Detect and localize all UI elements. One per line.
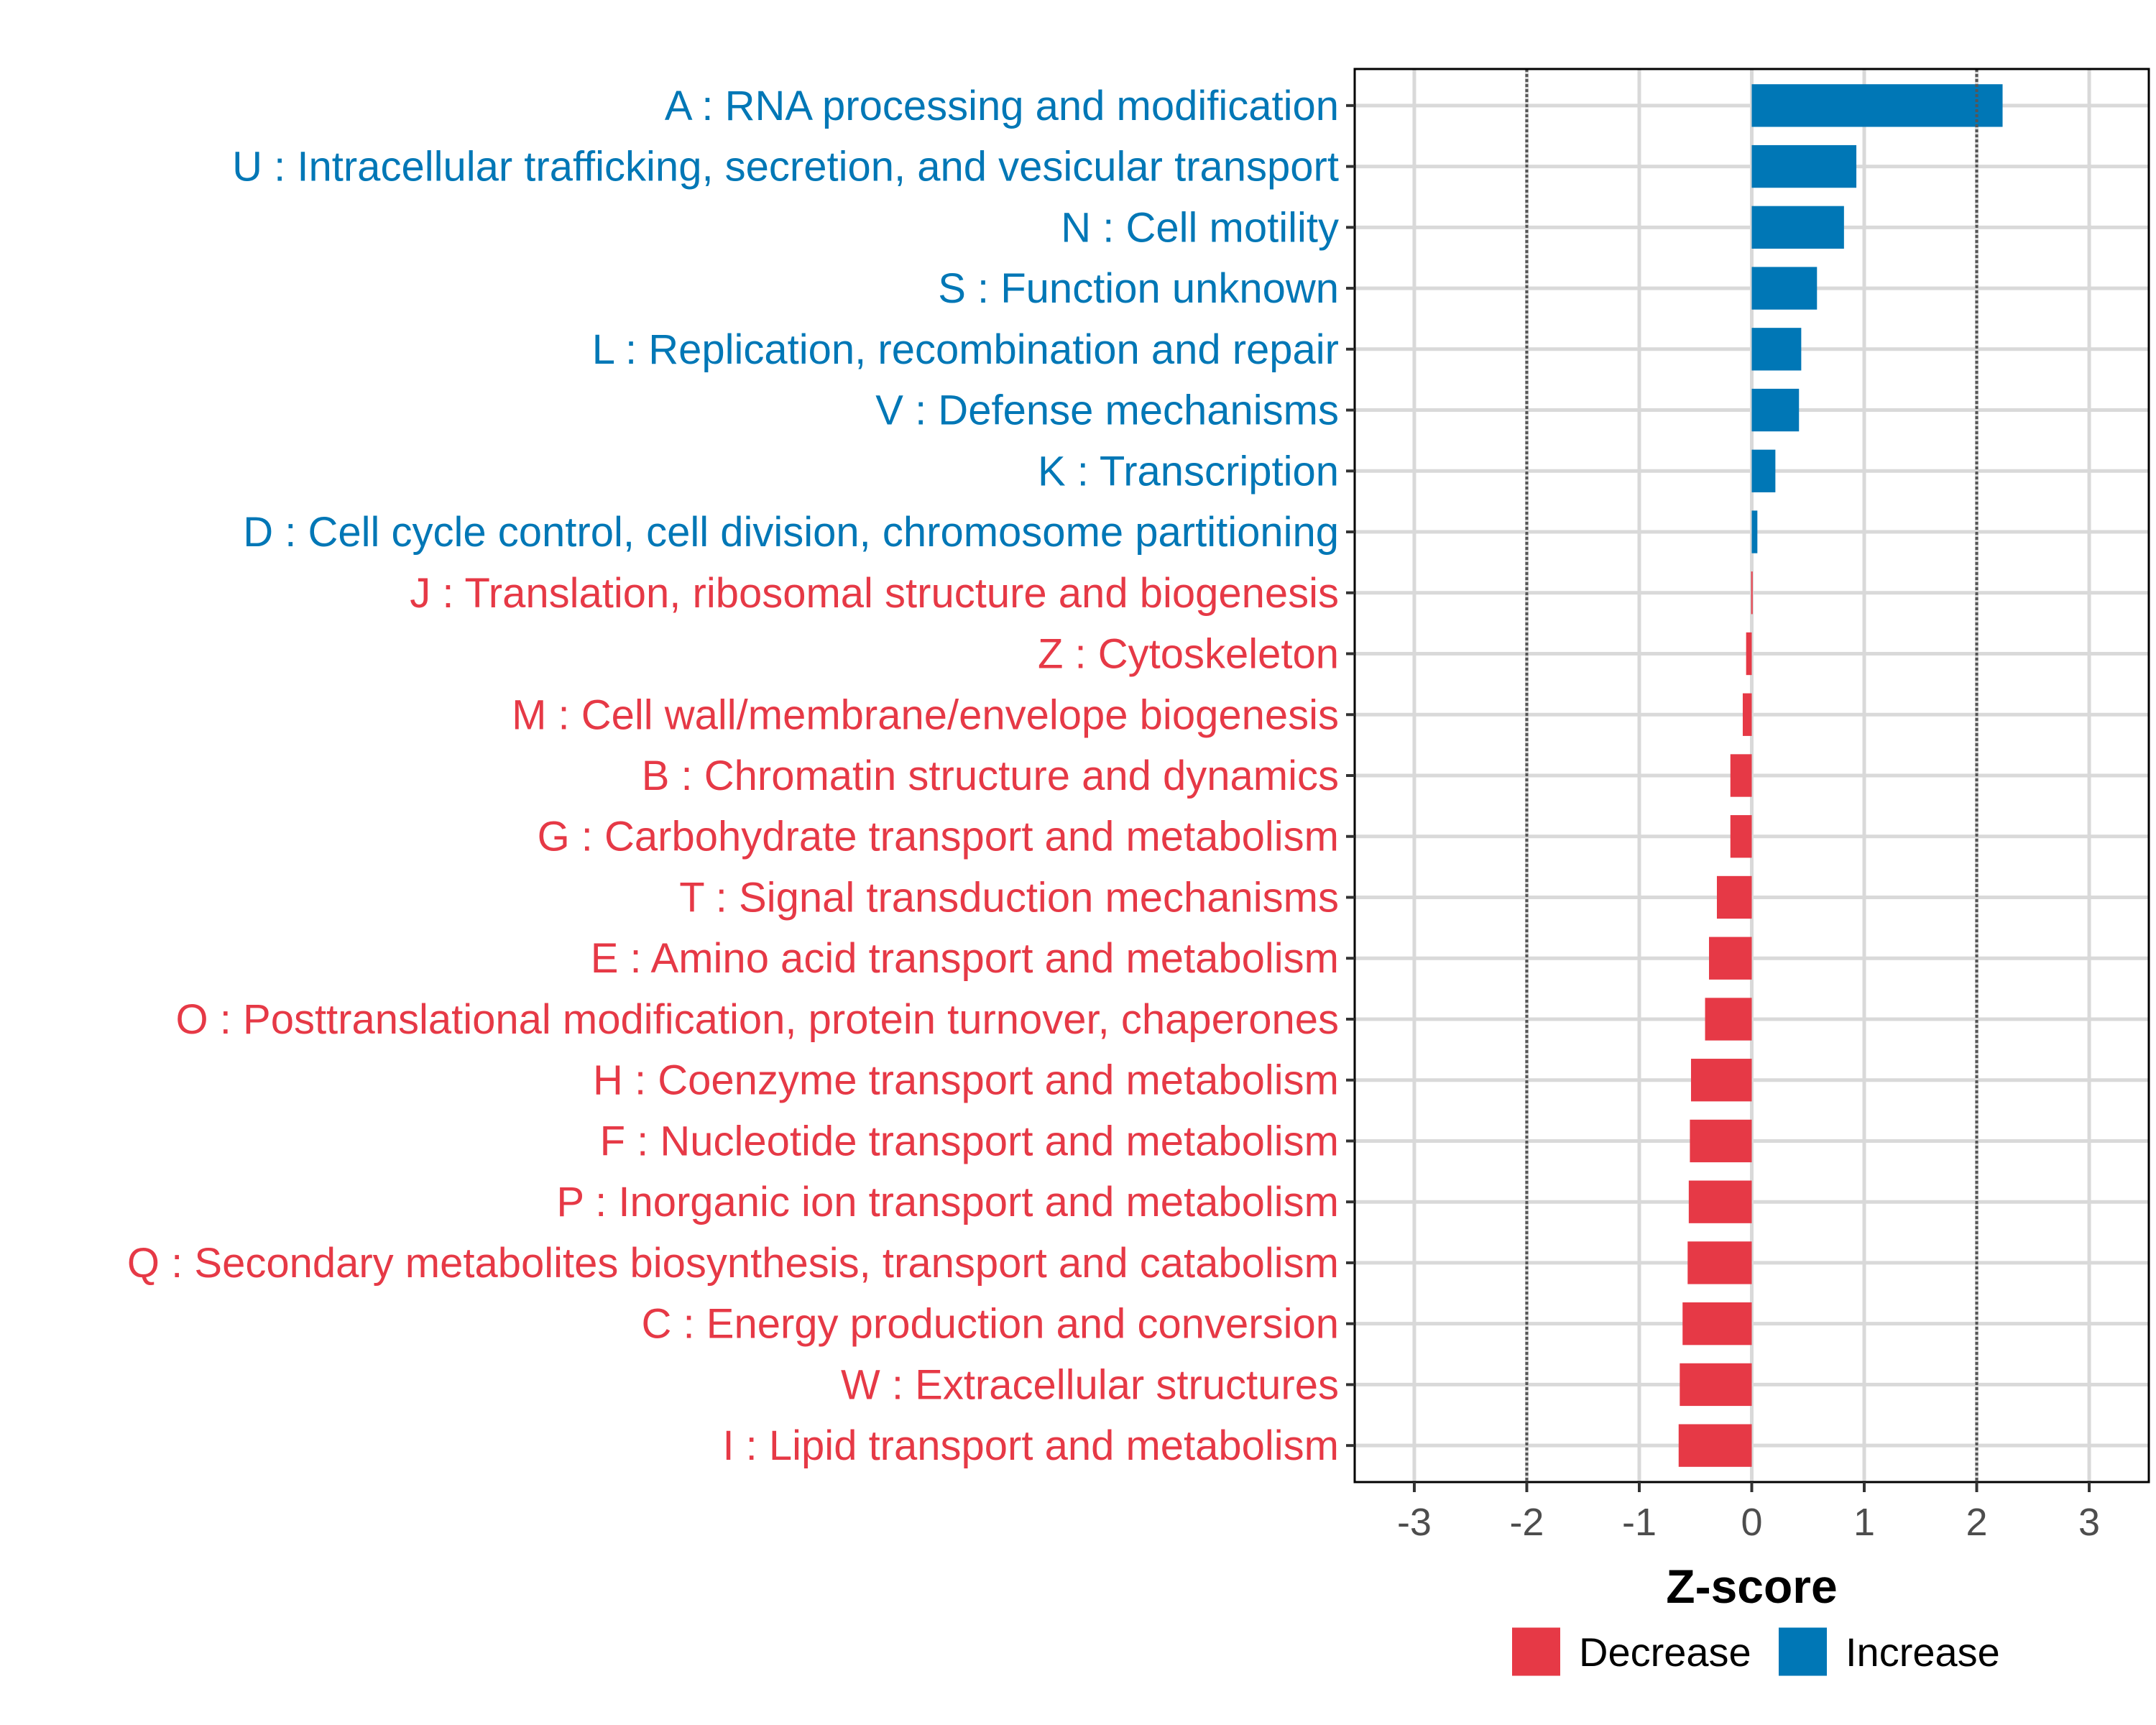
bar-c: [1682, 1302, 1752, 1346]
x-tick-label: 0: [1741, 1501, 1762, 1544]
category-label: I : Lipid transport and metabolism: [722, 1422, 1339, 1469]
category-label: T : Signal transduction mechanisms: [679, 874, 1339, 921]
bar-e: [1709, 937, 1752, 980]
reference-lines: [1525, 69, 1978, 1482]
x-tick-label: 1: [1853, 1501, 1875, 1544]
x-axis-title: Z-score: [1666, 1560, 1837, 1613]
category-label: F : Nucleotide transport and metabolism: [600, 1118, 1339, 1164]
bar-n: [1751, 206, 1844, 249]
legend-label-increase: Increase: [1846, 1629, 2000, 1675]
bar-i: [1678, 1424, 1752, 1467]
category-label: A : RNA processing and modification: [665, 83, 1339, 129]
bar-d: [1751, 510, 1758, 553]
bar-b: [1730, 754, 1752, 797]
category-label: D : Cell cycle control, cell division, c…: [243, 509, 1339, 556]
legend-swatch-decrease: [1512, 1627, 1560, 1676]
bar-u: [1751, 144, 1857, 188]
legend-swatch-increase: [1779, 1627, 1827, 1676]
category-label: O : Posttranslational modification, prot…: [176, 996, 1339, 1043]
x-tick-label: -2: [1509, 1501, 1544, 1544]
category-label: H : Coenzyme transport and metabolism: [593, 1057, 1339, 1104]
bar-s: [1751, 267, 1818, 310]
bar-h: [1690, 1059, 1752, 1102]
category-label: W : Extracellular structures: [841, 1361, 1339, 1408]
x-tick-label: 3: [2078, 1501, 2100, 1544]
bar-k: [1751, 449, 1776, 492]
category-label: P : Inorganic ion transport and metaboli…: [556, 1179, 1339, 1225]
y-axis-labels: A : RNA processing and modification U : I…: [127, 83, 1339, 1469]
bar-g: [1730, 815, 1752, 858]
bar-j: [1751, 571, 1753, 615]
bars: [1678, 84, 2003, 1467]
category-label: U : Intracellular trafficking, secretion…: [232, 144, 1339, 190]
bar-o: [1705, 998, 1752, 1041]
bar-f: [1690, 1119, 1752, 1163]
bar-l: [1751, 328, 1802, 371]
bar-q: [1687, 1241, 1752, 1284]
bar-w: [1680, 1363, 1752, 1407]
y-axis-ticks: [1346, 104, 1355, 1448]
category-label: N : Cell motility: [1061, 204, 1339, 251]
bar-p: [1688, 1180, 1752, 1223]
bar-z: [1746, 632, 1752, 676]
legend: Decrease Increase: [1512, 1627, 2000, 1676]
category-label: L : Replication, recombination and repai…: [592, 326, 1339, 373]
bar-v: [1751, 388, 1800, 432]
category-label: C : Energy production and conversion: [642, 1301, 1339, 1348]
bar-t: [1716, 875, 1752, 919]
category-label: K : Transcription: [1038, 448, 1339, 494]
bar-a: [1751, 84, 2003, 127]
category-label: J : Translation, ribosomal structure and…: [410, 570, 1339, 617]
category-label: V : Defense mechanisms: [875, 387, 1339, 434]
x-axis-ticks: -3 -2 -1 0 1 2 3: [1397, 1482, 2100, 1544]
category-label: B : Chromatin structure and dynamics: [642, 753, 1339, 799]
x-tick-label: -3: [1397, 1501, 1432, 1544]
category-label: Q : Secondary metabolites biosynthesis, …: [127, 1240, 1339, 1287]
category-label: Z : Cytoskeleton: [1038, 631, 1339, 678]
category-label: E : Amino acid transport and metabolism: [591, 935, 1339, 982]
bar-m: [1742, 693, 1752, 736]
x-tick-label: -1: [1622, 1501, 1657, 1544]
x-tick-label: 2: [1966, 1501, 1988, 1544]
category-label: M : Cell wall/membrane/envelope biogenes…: [512, 691, 1339, 738]
category-label: S : Function unknown: [938, 265, 1339, 312]
legend-label-decrease: Decrease: [1579, 1629, 1751, 1675]
category-label: G : Carbohydrate transport and metabolis…: [538, 814, 1339, 860]
